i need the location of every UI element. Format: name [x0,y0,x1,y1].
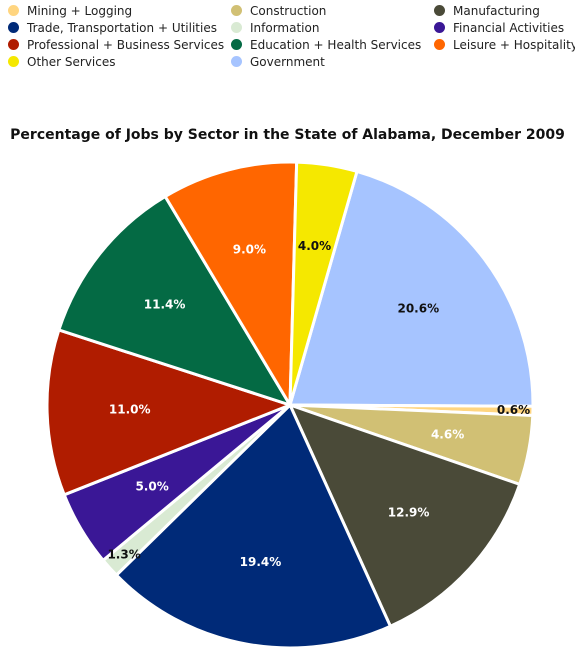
legend-item: Trade, Transportation + Utilities [8,19,217,36]
pie-slice [114,402,393,650]
pie-slice [163,160,299,411]
chart-title: Percentage of Jobs by Sector in the Stat… [10,127,565,143]
legend-item: Mining + Logging [8,2,132,19]
legend-item: Information [231,19,319,36]
legend-label: Information [250,20,320,35]
legend-item: Construction [231,2,326,19]
pie-slice [56,194,294,408]
legend-label: Construction [250,3,327,18]
legend-item: Government [231,53,325,70]
legend-swatch [434,5,445,16]
legend-swatch [231,56,242,67]
legend-label: Government [250,54,325,69]
slice-label: 12.9% [388,506,430,520]
legend-label: Financial Activities [453,20,565,35]
legend-item: Leisure + Hospitality [434,36,575,53]
slice-label: 1.3% [107,547,140,561]
legend-item: Education + Health Services [231,36,421,53]
slice-label: 0.6% [497,403,530,417]
chart-legend: Mining + Logging Construction Manufacturin… [0,2,575,72]
slice-label: 4.0% [298,239,331,253]
legend-item: Manufacturing [434,2,540,19]
pie-slice [45,328,295,497]
legend-label: Leisure + Hospitality [453,37,575,52]
pie-slice [287,402,522,629]
legend-label: Manufacturing [453,3,540,18]
pie-slice [288,169,535,408]
legend-swatch [434,39,445,50]
legend-label: Other Services [27,54,116,69]
slice-label: 19.4% [240,555,282,569]
legend-item: Professional + Business Services [8,36,224,53]
legend-swatch [8,56,19,67]
legend-label: Professional + Business Services [27,37,225,52]
legend-label: Trade, Transportation + Utilities [27,20,217,35]
legend-item: Financial Activities [434,19,564,36]
slice-label: 20.6% [397,301,439,315]
legend-swatch [8,5,19,16]
legend-swatch [434,22,445,33]
legend-swatch [231,39,242,50]
slice-label: 9.0% [233,242,266,256]
legend-swatch [231,22,242,33]
pie-slice [288,160,359,406]
legend-item: Other Services [8,53,116,70]
legend-swatch [8,22,19,33]
slice-label: 11.0% [109,403,151,417]
legend-label: Mining + Logging [27,3,133,18]
legend-swatch [8,39,19,50]
legend-swatch [231,5,242,16]
legend-label: Education + Health Services [250,37,422,52]
slice-label: 11.4% [144,298,186,312]
slice-label: 4.6% [431,428,464,442]
slice-label: 5.0% [135,479,168,493]
